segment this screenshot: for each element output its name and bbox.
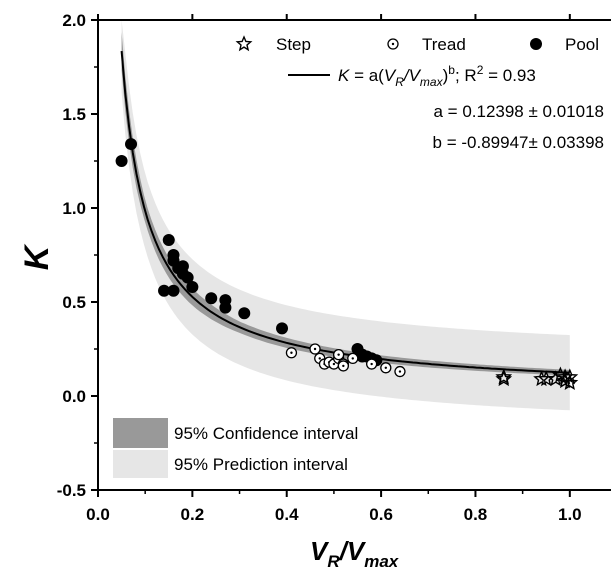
pool-point-15 (238, 307, 251, 320)
y-tick-label: 1.5 (62, 105, 86, 124)
legend-pool-marker (530, 38, 542, 50)
fit-vr: V (384, 66, 397, 85)
fit-r2-label: ; R (455, 66, 477, 85)
fit-curve (120, 51, 570, 374)
pool-point-2 (162, 233, 175, 246)
legend-a-param: a = 0.12398 ± 0.01018 (433, 102, 604, 121)
step-point-9 (556, 368, 574, 385)
legend-tread-label: Tread (422, 35, 466, 54)
fit-slash: /V (403, 66, 422, 85)
legend-tread-marker (387, 38, 399, 50)
x-title-sub-r: R (327, 552, 340, 571)
fit-r2-exp: 2 (477, 63, 484, 77)
prediction-label: 95% Prediction interval (174, 455, 348, 474)
tread-point-1 (309, 343, 321, 355)
pool-point-14 (219, 301, 232, 314)
prediction-band (121, 20, 570, 411)
fit-formula: = a( (349, 66, 384, 85)
interval-legend: 95% Confidence interval 95% Prediction i… (113, 418, 358, 478)
fit-r2-value: = 0.93 (483, 66, 535, 85)
legend-pool-label: Pool (565, 35, 599, 54)
y-tick-label: 1.0 (62, 199, 86, 218)
tread-point-13-dot (398, 370, 402, 373)
pool-point-7 (167, 284, 180, 297)
tread-point-13 (394, 365, 406, 378)
legend-tread-marker-dot (391, 42, 395, 46)
y-axis-title: K (18, 243, 56, 270)
legend-markers (235, 35, 542, 52)
fit-close: ) (443, 66, 449, 85)
tread-point-2-dot (318, 357, 321, 360)
x-axis-title: VR/Vmax (310, 536, 400, 571)
fit-curve-group (120, 51, 570, 374)
tread-point-0-dot (290, 351, 293, 354)
legend-fit-equation: K = a(VR/Vmax)b; R2 = 0.93 (338, 63, 536, 89)
x-tick-label: 0.8 (464, 505, 488, 524)
y-tick-label: -0.5 (57, 481, 86, 500)
x-tick-label: 0.2 (181, 505, 205, 524)
x-title-v: V (310, 536, 330, 566)
x-tick-label: 0.0 (86, 505, 110, 524)
pool-point-1 (125, 138, 138, 151)
fit-vmax-sub: max (420, 75, 444, 89)
tick-labels: 0.0 0.2 0.4 0.6 0.8 1.02.01.51.00.50.0-0.5 (57, 11, 582, 524)
pool-point-16 (276, 322, 289, 335)
confidence-label: 95% Confidence interval (174, 424, 358, 443)
fit-k: K (338, 66, 350, 85)
x-tick-label: 0.6 (369, 505, 393, 524)
pool-point-10 (181, 271, 194, 284)
tread-point-12-dot (384, 366, 388, 369)
pool-point-12 (205, 292, 218, 305)
tread-point-9-dot (342, 364, 345, 368)
step-point-7 (561, 368, 579, 385)
tread-point-7 (332, 348, 345, 361)
legend-step-label: Step (276, 35, 311, 54)
fit-exp: b (448, 63, 455, 77)
fit-vr-sub: R (395, 75, 404, 89)
legend: Step Tread Pool K = a(VR/Vmax)b; R2 = 0.… (235, 35, 604, 152)
x-title-sep: /V (339, 536, 367, 566)
tread-point-1-dot (313, 347, 317, 351)
x-tick-label: 0.4 (275, 505, 299, 524)
step-point-1 (495, 368, 513, 385)
legend-b-param: b = -0.89947± 0.03398 (433, 133, 604, 152)
x-tick-label: 1.0 (558, 505, 582, 524)
tread-point-5-dot (332, 362, 336, 366)
y-tick-label: 0.0 (62, 387, 86, 406)
legend-step-marker (235, 35, 253, 52)
tread-point-10 (347, 352, 359, 365)
tread-point-0 (285, 347, 298, 359)
pool-point-11 (186, 280, 199, 293)
tread-point-11-dot (370, 362, 373, 366)
tread-point-11 (366, 358, 378, 370)
x-title-sub-max: max (364, 552, 400, 571)
tread-point-10-dot (351, 357, 354, 360)
pool-point-3 (158, 284, 171, 297)
step-point-2 (533, 370, 550, 387)
y-tick-label: 2.0 (62, 11, 86, 30)
y-tick-label: 0.5 (62, 293, 86, 312)
data-points (115, 138, 579, 390)
tread-point-12 (380, 362, 392, 374)
interval-bands (121, 20, 570, 411)
pool-point-0 (115, 155, 128, 167)
tread-point-9 (337, 360, 349, 372)
confidence-swatch (113, 418, 168, 448)
axes (91, 14, 611, 497)
prediction-swatch (113, 450, 168, 478)
tread-point-7-dot (337, 353, 340, 356)
